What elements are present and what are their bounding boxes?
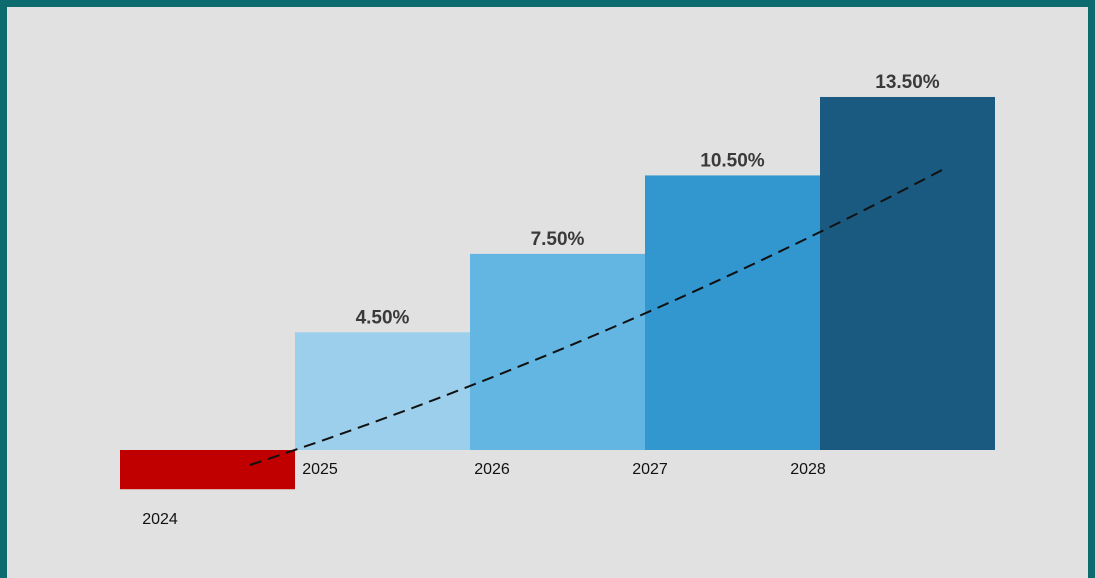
bar	[470, 253, 645, 450]
category-label: 2028	[790, 461, 826, 478]
category-label: 2027	[632, 461, 668, 478]
bar	[820, 96, 995, 450]
value-label: 4.50%	[356, 307, 410, 328]
bar	[120, 450, 295, 490]
value-label: 13.50%	[875, 72, 940, 93]
labels: 2024 4.50% 2025 7.50% 2026 10.50% 2027 13.50% 20…	[142, 72, 940, 528]
bars	[120, 96, 995, 490]
category-label: 2026	[474, 461, 510, 478]
bar	[645, 175, 820, 451]
bar	[295, 332, 470, 450]
value-label: 7.50%	[531, 229, 585, 250]
category-label: 2025	[302, 461, 338, 478]
trend-line	[249, 169, 943, 466]
category-label: 2024	[142, 511, 178, 528]
value-label: 10.50%	[700, 150, 765, 171]
